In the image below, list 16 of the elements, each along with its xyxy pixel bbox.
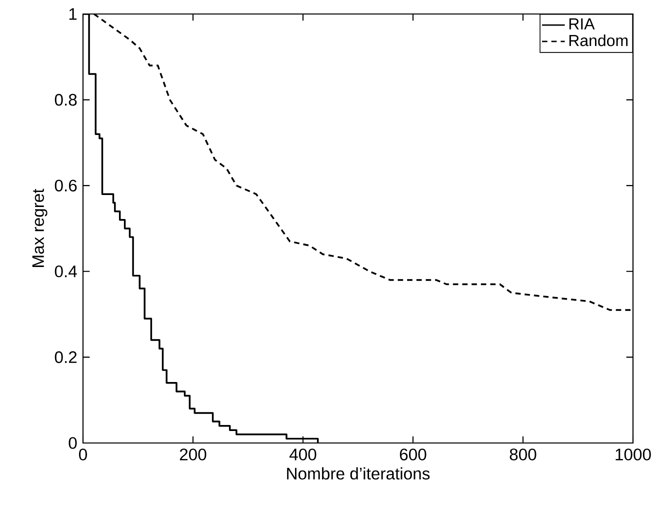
x-tick-label: 0: [79, 448, 87, 460]
x-tick-label: 400: [289, 448, 316, 460]
x-tick-label: 800: [510, 448, 536, 460]
y-tick-label: 0.6: [54, 180, 77, 192]
y-tick-label: 1: [69, 8, 77, 20]
legend-label: Random: [569, 34, 628, 46]
x-tick-label: 600: [400, 448, 426, 460]
x-tick-label: 200: [180, 448, 206, 460]
legend-label: RIA: [569, 18, 595, 30]
x-tick-label: 1000: [616, 448, 651, 460]
y-tick-label: 0.4: [54, 266, 77, 278]
y-axis-title: Max regret: [32, 188, 48, 267]
y-tick-label: 0.8: [54, 94, 77, 106]
y-tick-label: 0.2: [54, 351, 77, 364]
x-axis-title: Nombre d’iterations: [287, 467, 430, 480]
y-tick-label: 0: [68, 437, 77, 449]
